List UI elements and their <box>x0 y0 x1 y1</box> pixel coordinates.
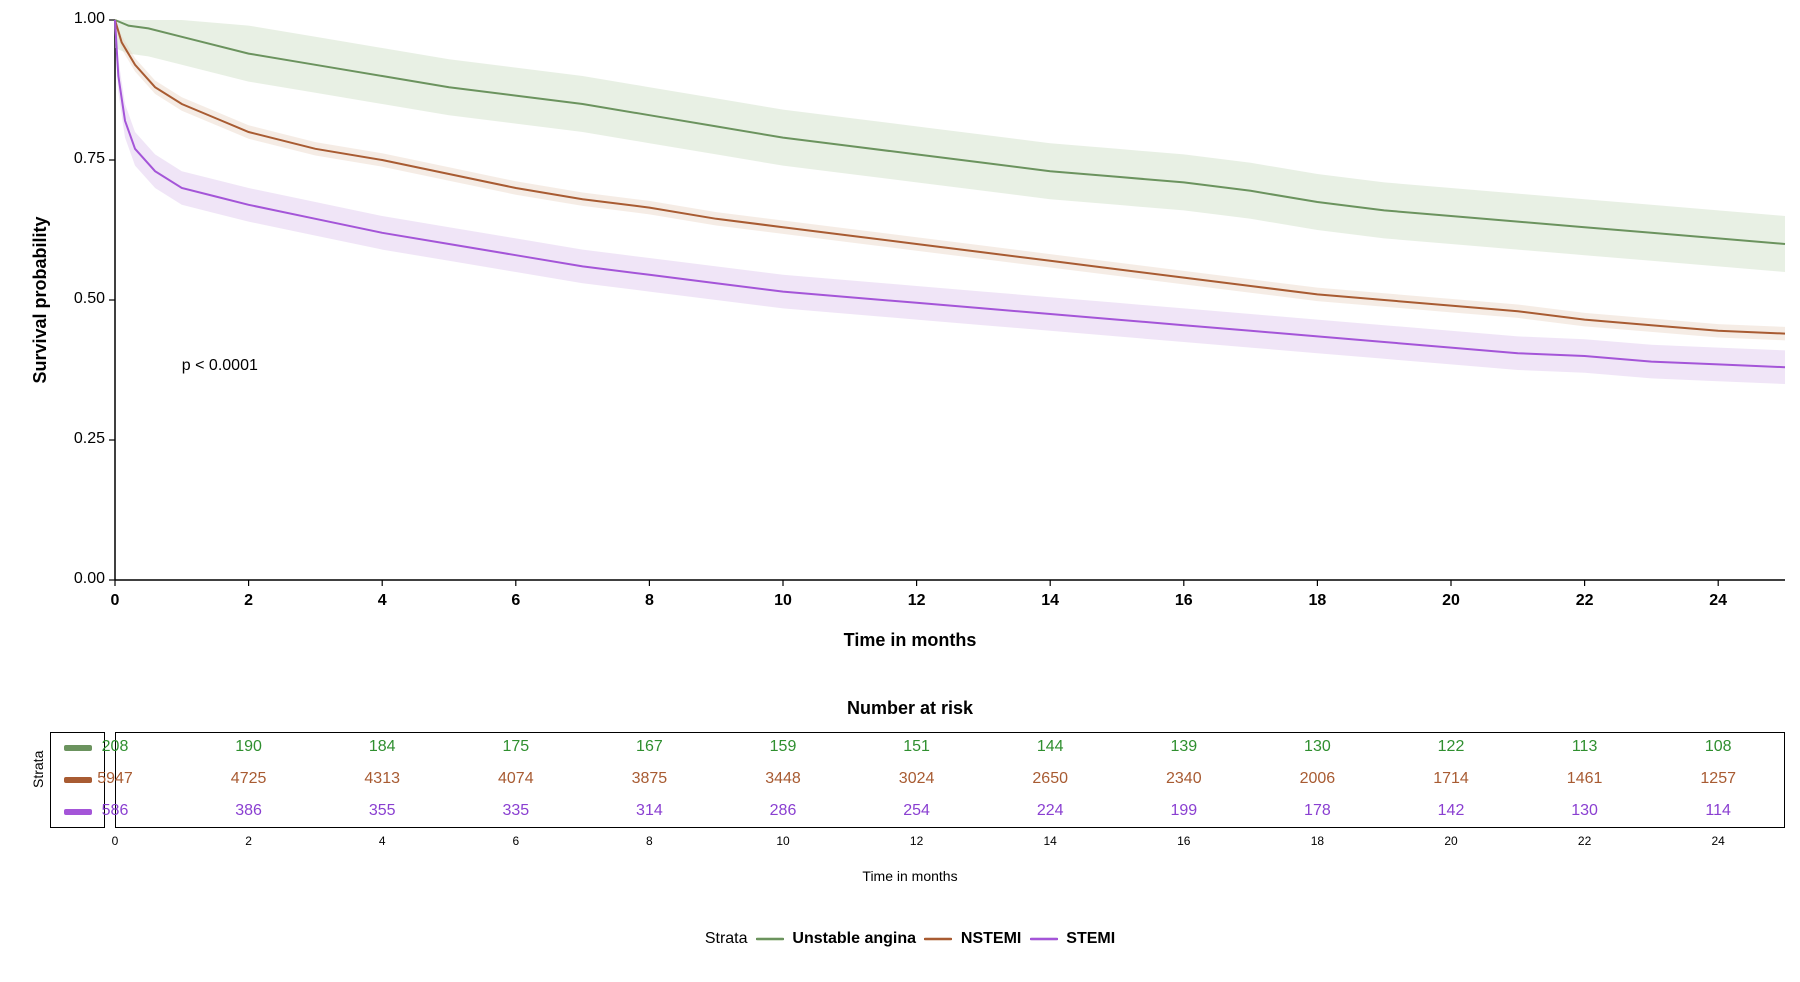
x-tick: 4 <box>362 592 402 610</box>
risk-cell: 190 <box>235 738 262 756</box>
legend-item: NSTEMI <box>920 930 1021 947</box>
risk-cell: 314 <box>636 802 663 820</box>
legend-swatch <box>924 937 952 941</box>
risk-cell: 335 <box>502 802 529 820</box>
legend-item: Unstable angina <box>752 930 916 947</box>
x-tick: 18 <box>1297 592 1337 610</box>
legend-swatch <box>756 937 784 941</box>
legend-label: STEMI <box>1066 930 1115 947</box>
risk-row-swatch <box>64 745 92 751</box>
risk-cell: 208 <box>102 738 129 756</box>
risk-time-tick: 0 <box>112 834 119 848</box>
y-tick: 0.75 <box>60 150 105 168</box>
x-tick: 8 <box>629 592 669 610</box>
risk-time-tick: 14 <box>1044 834 1057 848</box>
y-tick: 0.50 <box>60 290 105 308</box>
risk-cell: 144 <box>1037 738 1064 756</box>
risk-time-tick: 24 <box>1712 834 1725 848</box>
risk-cell: 178 <box>1304 802 1331 820</box>
x-tick: 14 <box>1030 592 1070 610</box>
y-tick: 0.25 <box>60 430 105 448</box>
y-axis-label: Survival probability <box>30 216 51 383</box>
legend-swatch <box>1030 937 1058 941</box>
x-tick: 24 <box>1698 592 1738 610</box>
strata-label: Strata <box>30 751 46 788</box>
risk-row-swatch <box>64 777 92 783</box>
risk-time-tick: 2 <box>245 834 252 848</box>
risk-cell: 2340 <box>1166 770 1202 788</box>
risk-cell: 4725 <box>231 770 267 788</box>
legend-label: Unstable angina <box>792 930 916 947</box>
risk-time-tick: 10 <box>776 834 789 848</box>
risk-cell: 113 <box>1572 738 1598 756</box>
risk-cell: 199 <box>1170 802 1197 820</box>
risk-cell: 1714 <box>1433 770 1469 788</box>
risk-cell: 355 <box>369 802 396 820</box>
x-tick: 10 <box>763 592 803 610</box>
risk-cell: 4313 <box>364 770 400 788</box>
risk-row-swatch <box>64 809 92 815</box>
legend-label: NSTEMI <box>961 930 1021 947</box>
risk-time-label: Time in months <box>10 868 1800 884</box>
risk-cell: 142 <box>1438 802 1465 820</box>
risk-time-tick: 18 <box>1311 834 1324 848</box>
risk-cell: 108 <box>1705 738 1732 756</box>
legend-prefix: Strata <box>705 930 748 947</box>
risk-cell: 1257 <box>1700 770 1736 788</box>
legend: Strata Unstable angina NSTEMI STEMI <box>10 930 1800 948</box>
risk-time-tick: 16 <box>1177 834 1190 848</box>
risk-time-tick: 12 <box>910 834 923 848</box>
risk-time-tick: 20 <box>1444 834 1457 848</box>
risk-cell: 151 <box>903 738 930 756</box>
risk-cell: 175 <box>502 738 529 756</box>
risk-cell: 2006 <box>1300 770 1336 788</box>
risk-cell: 4074 <box>498 770 534 788</box>
risk-cell: 130 <box>1571 802 1598 820</box>
y-tick: 0.00 <box>60 570 105 588</box>
x-tick: 20 <box>1431 592 1471 610</box>
km-figure: Survival probability 0.00 0.25 0.50 0.75 1.0… <box>10 10 1800 972</box>
risk-cell: 3024 <box>899 770 935 788</box>
risk-cell: 159 <box>770 738 797 756</box>
x-axis-label: Time in months <box>10 630 1800 651</box>
risk-cell: 586 <box>102 802 129 820</box>
risk-cell: 5947 <box>97 770 133 788</box>
risk-cell: 184 <box>369 738 396 756</box>
risk-time-tick: 8 <box>646 834 653 848</box>
pvalue-annotation: p < 0.0001 <box>182 357 258 375</box>
risk-cell: 2650 <box>1032 770 1068 788</box>
x-tick: 6 <box>496 592 536 610</box>
y-tick: 1.00 <box>60 10 105 28</box>
risk-table-title: Number at risk <box>10 698 1800 719</box>
risk-cell: 130 <box>1304 738 1331 756</box>
risk-cell: 254 <box>903 802 930 820</box>
risk-cell: 139 <box>1170 738 1197 756</box>
risk-cell: 224 <box>1037 802 1064 820</box>
risk-time-tick: 22 <box>1578 834 1591 848</box>
legend-item: STEMI <box>1026 930 1115 947</box>
risk-cell: 3448 <box>765 770 801 788</box>
x-tick: 12 <box>897 592 937 610</box>
risk-cell: 3875 <box>632 770 668 788</box>
risk-cell: 286 <box>770 802 797 820</box>
x-tick: 0 <box>95 592 135 610</box>
risk-cell: 122 <box>1438 738 1465 756</box>
risk-time-tick: 6 <box>512 834 519 848</box>
x-tick: 2 <box>229 592 269 610</box>
x-tick: 22 <box>1565 592 1605 610</box>
risk-cell: 1461 <box>1567 770 1603 788</box>
risk-time-tick: 4 <box>379 834 386 848</box>
risk-cell: 167 <box>636 738 663 756</box>
risk-cell: 114 <box>1705 802 1731 820</box>
survival-plot <box>115 20 1785 580</box>
x-tick: 16 <box>1164 592 1204 610</box>
risk-cell: 386 <box>235 802 262 820</box>
